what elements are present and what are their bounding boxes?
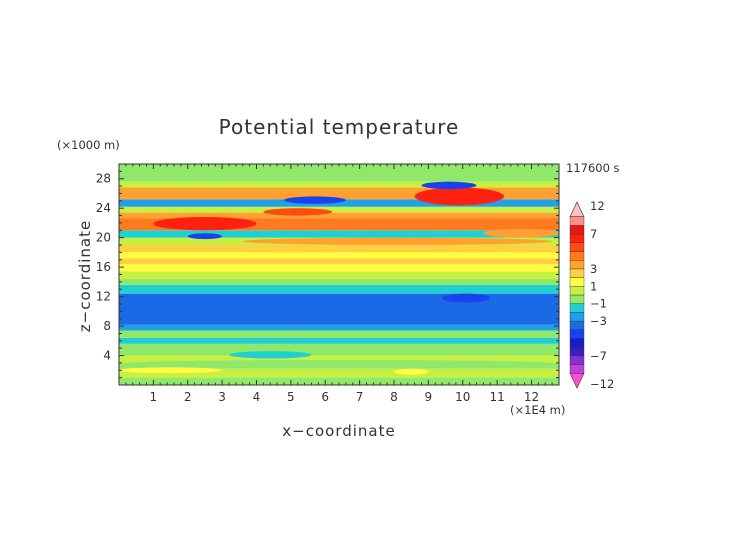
x-tick-label: 2 <box>184 390 192 404</box>
x-tick-label: 3 <box>218 390 226 404</box>
colorbar-swatch <box>569 260 585 270</box>
heatmap-band <box>119 218 559 231</box>
heatmap-feature <box>229 351 312 359</box>
y-axis: 4 8 12 16 20 24 28 <box>96 170 559 379</box>
colorbar-label: −12 <box>590 377 614 391</box>
heatmap-feature <box>119 359 559 368</box>
y-axis-label: z−coordinate <box>76 220 94 332</box>
colorbar-label: −7 <box>590 349 607 363</box>
y-tick-label: 20 <box>96 231 111 245</box>
colorbar-swatch <box>569 242 585 252</box>
x-unit-label: (×1E4 m) <box>510 403 565 417</box>
heatmap-band <box>119 324 559 331</box>
heatmap-feature <box>187 233 223 240</box>
x-axis: 1 2 3 4 5 6 7 8 9 10 11 12 <box>125 164 560 404</box>
colorbar-swatch <box>569 364 585 374</box>
colorbar-swatch <box>569 338 585 348</box>
colorbar-swatch <box>569 201 585 217</box>
colorbar-swatch <box>569 303 585 313</box>
heatmap-feature <box>153 217 257 231</box>
heatmap-feature <box>414 187 504 206</box>
heatmap-band <box>119 271 559 279</box>
heatmap-feature <box>284 196 346 204</box>
colorbar-label: 7 <box>590 227 597 241</box>
colorbar-label: 1 <box>590 279 597 293</box>
heatmap-band <box>119 212 559 219</box>
heatmap-band <box>119 187 559 200</box>
colorbar-swatch <box>569 355 585 365</box>
heatmap-feature <box>483 228 559 238</box>
colorbar-swatch <box>569 277 585 287</box>
colorbar: 12 7 3 1 −1 −3 −7 −12 <box>569 199 614 391</box>
heatmap-band <box>119 252 559 259</box>
y-tick-label: 8 <box>103 319 111 333</box>
colorbar-swatch <box>569 320 585 331</box>
time-label: 117600 s <box>566 161 620 175</box>
heatmap-band <box>119 343 559 356</box>
x-tick-label: 4 <box>253 390 261 404</box>
heatmap-band <box>119 355 559 363</box>
y-tick-label: 12 <box>96 290 111 304</box>
colorbar-label: −3 <box>590 314 607 328</box>
heatmap-band <box>119 258 559 265</box>
y-tick-label: 28 <box>96 172 111 186</box>
x-tick-label: 8 <box>390 390 398 404</box>
heatmap-band <box>119 377 559 385</box>
x-tick-label: 6 <box>321 390 329 404</box>
colorbar-swatch <box>569 225 585 235</box>
heatmap-band <box>119 284 559 294</box>
colorbar-label: 3 <box>590 262 597 276</box>
x-tick-label: 10 <box>455 390 470 404</box>
heatmap-feature <box>242 237 553 246</box>
heatmap-band <box>119 337 559 344</box>
colorbar-swatch <box>569 294 585 304</box>
heatmap-feature <box>119 367 223 374</box>
colorbar-swatch <box>569 347 585 357</box>
heatmap-band <box>119 206 559 213</box>
colorbar-swatch <box>569 216 585 226</box>
x-tick-label: 7 <box>356 390 364 404</box>
colorbar-swatch <box>569 233 585 244</box>
heatmap-feature <box>263 208 333 216</box>
heatmap-band <box>119 245 559 253</box>
x-tick-label: 11 <box>489 390 504 404</box>
colorbar-swatch <box>569 251 585 261</box>
x-axis-label: x−coordinate <box>282 422 395 440</box>
y-tick-label: 4 <box>103 349 111 363</box>
y-tick-label: 16 <box>96 260 111 274</box>
colorbar-label: −1 <box>590 297 607 311</box>
colorbar-swatch <box>569 268 585 278</box>
heatmap-band <box>119 164 559 182</box>
colorbar-swatch <box>569 286 585 296</box>
heatmap-band <box>119 230 559 238</box>
y-unit-label: (×1000 m) <box>57 138 120 152</box>
heatmap-feature <box>394 368 429 375</box>
y-tick-label: 24 <box>96 201 111 215</box>
heatmap-feature <box>442 293 491 303</box>
x-tick-label: 9 <box>425 390 433 404</box>
x-tick-label: 5 <box>287 390 295 404</box>
colorbar-label: 12 <box>590 199 605 213</box>
heatmap-band <box>119 181 559 188</box>
x-tick-label: 12 <box>524 390 539 404</box>
heatmap-band <box>119 199 559 207</box>
colorbar-swatch <box>569 372 585 389</box>
heatmap-band <box>119 330 559 338</box>
colorbar-swatch <box>569 329 585 339</box>
colorbar-swatch <box>569 312 585 322</box>
x-tick-label: 1 <box>150 390 158 404</box>
heatmap-band <box>119 264 559 272</box>
plot-area <box>118 163 560 386</box>
chart-title: Potential temperature <box>219 115 460 139</box>
heatmap-band <box>119 293 559 325</box>
heatmap-feature <box>421 181 477 190</box>
heatmap-band <box>119 368 559 378</box>
heatmap-band <box>119 278 559 285</box>
